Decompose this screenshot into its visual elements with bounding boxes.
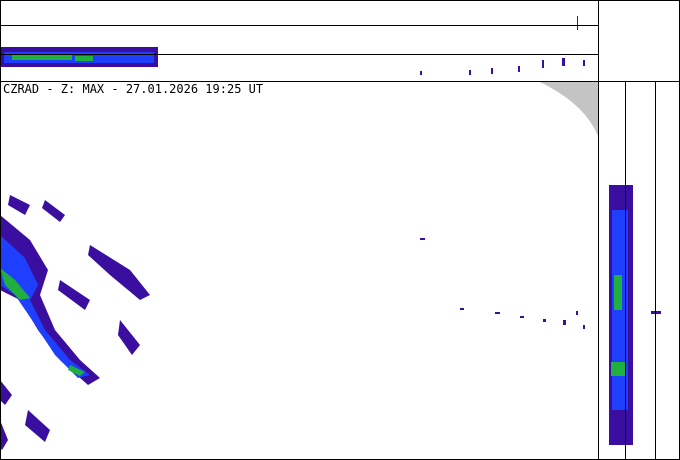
map-title: CZRAD - Z: MAX - 27.01.2026 19:25 UT	[3, 82, 263, 96]
main-echoes	[0, 195, 585, 450]
top-projection-echoes	[0, 16, 585, 75]
range-mask	[540, 82, 598, 136]
side-projection-echoes	[609, 185, 661, 445]
